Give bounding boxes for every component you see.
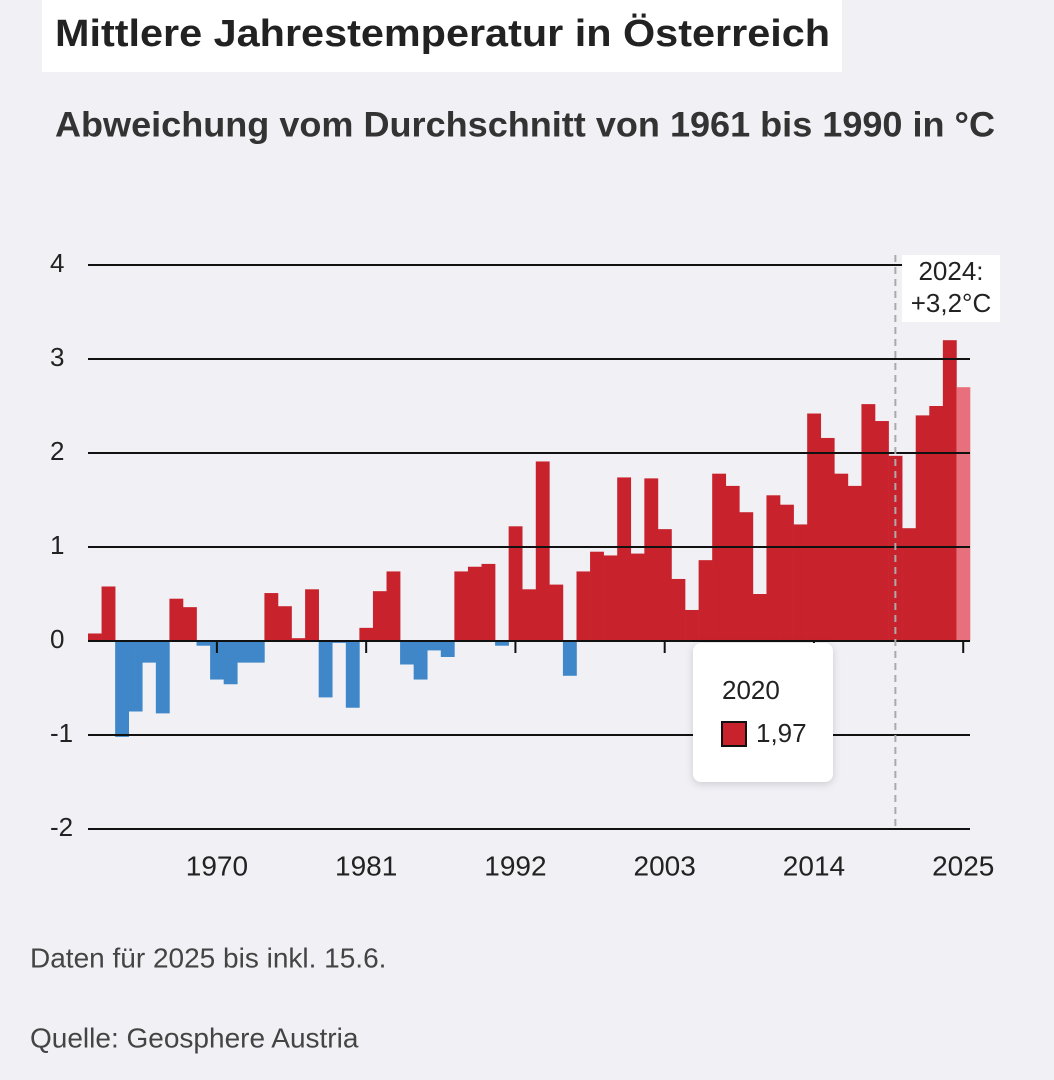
- bar: [305, 589, 319, 641]
- bar: [277, 606, 292, 641]
- title-box: [42, 0, 842, 72]
- bar: [427, 641, 442, 651]
- bar: [725, 485, 740, 641]
- bar: [142, 641, 157, 663]
- bar: [820, 437, 835, 641]
- bar: [481, 563, 496, 641]
- bar: [291, 638, 306, 641]
- bar: [196, 641, 211, 646]
- bar: [101, 586, 116, 641]
- chart-title: Mittlere Jahrestemperatur in Österreich: [55, 12, 830, 55]
- bar: [250, 641, 265, 663]
- x-tick-label: 2014: [783, 850, 845, 881]
- tooltip-swatch: [721, 721, 747, 747]
- bar: [875, 421, 889, 641]
- note: Daten für 2025 bis inkl. 15.6.: [30, 942, 386, 973]
- y-tick-label: 3: [50, 342, 64, 372]
- bar: [88, 633, 102, 641]
- bar: [508, 526, 523, 641]
- bar: [155, 641, 170, 714]
- bar: [712, 473, 727, 641]
- bar: [169, 598, 184, 641]
- bar: [359, 627, 374, 641]
- y-tick-label: 2: [50, 436, 64, 466]
- y-tick-label: 4: [50, 248, 64, 278]
- bar: [318, 641, 333, 698]
- x-tick-label: 1992: [484, 850, 546, 881]
- bar: [237, 641, 252, 663]
- tooltip-value: 1,97: [756, 718, 807, 748]
- bar: [752, 594, 767, 641]
- chart-subtitle: Abweichung vom Durchschnitt von 1961 bis…: [55, 105, 995, 144]
- bar: [929, 406, 944, 641]
- bar: [210, 641, 224, 680]
- y-tick-label: 1: [50, 530, 64, 560]
- bar: [128, 641, 143, 712]
- y-tick-label: -2: [50, 812, 73, 842]
- bar: [671, 578, 686, 641]
- bar: [467, 566, 482, 641]
- bar: [454, 571, 469, 641]
- x-tick-label: 1970: [186, 850, 248, 881]
- bar: [603, 555, 618, 641]
- bar: [657, 529, 672, 641]
- bar: [807, 413, 822, 641]
- bar: [386, 571, 401, 641]
- bar: [956, 387, 971, 641]
- annotation-box: [902, 255, 1000, 322]
- bars: [88, 340, 971, 737]
- bar: [223, 641, 238, 685]
- bar: [549, 584, 564, 641]
- source: Quelle: Geosphere Austria: [30, 1022, 359, 1053]
- bar: [440, 641, 455, 657]
- bar: [793, 524, 808, 641]
- bar: [522, 589, 537, 641]
- bar: [942, 340, 957, 641]
- annotation: +3,2°C: [911, 288, 992, 318]
- bar: [902, 528, 917, 641]
- bar: [590, 551, 604, 641]
- x-tick-label: 2025: [932, 850, 994, 881]
- bar: [847, 485, 862, 641]
- bar: [834, 473, 849, 641]
- bar: [115, 641, 130, 737]
- bar: [535, 461, 550, 641]
- bar: [780, 504, 794, 641]
- bar: [345, 641, 360, 708]
- bar: [562, 641, 577, 676]
- bar: [617, 477, 632, 641]
- bar: [576, 571, 591, 641]
- bar: [739, 512, 754, 641]
- tooltip-box: [693, 643, 833, 782]
- bar: [685, 609, 699, 641]
- bar: [413, 641, 428, 680]
- bar: [766, 495, 781, 641]
- bar: [644, 478, 659, 641]
- bar: [915, 415, 930, 641]
- bar: [182, 607, 197, 641]
- bar: [861, 404, 876, 641]
- x-tick-label: 2003: [634, 850, 696, 881]
- annotation: 2024:: [918, 256, 983, 286]
- bar: [630, 553, 645, 641]
- y-tick-label: 0: [50, 624, 64, 654]
- bar: [264, 593, 279, 641]
- y-tick-label: -1: [50, 718, 73, 748]
- x-tick-label: 1981: [335, 850, 397, 881]
- bar: [495, 641, 509, 646]
- tooltip-label: 2020: [722, 675, 780, 705]
- bar: [698, 560, 713, 641]
- bar: [400, 641, 414, 665]
- bar: [372, 591, 387, 641]
